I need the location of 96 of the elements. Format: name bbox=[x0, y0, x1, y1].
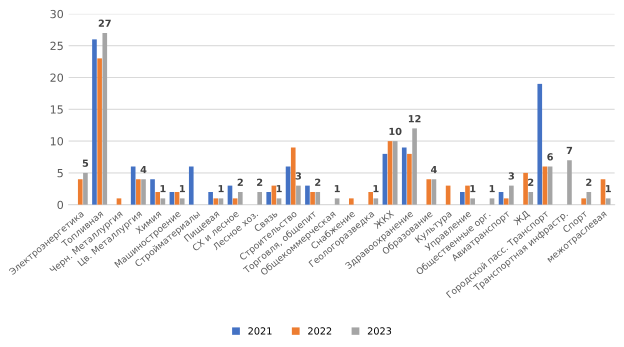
bar bbox=[272, 186, 276, 205]
bar bbox=[83, 172, 88, 205]
bar bbox=[388, 141, 392, 205]
bar bbox=[310, 192, 315, 205]
data-label: 4 bbox=[430, 166, 437, 174]
bar bbox=[188, 166, 194, 205]
bar bbox=[315, 192, 320, 205]
data-label: 2 bbox=[257, 178, 262, 186]
y-tick-label: 0 bbox=[57, 200, 64, 210]
legend-label: 2023 bbox=[368, 327, 392, 335]
bar bbox=[446, 186, 450, 205]
data-label: 27 bbox=[98, 20, 111, 27]
legend-label: 2021 bbox=[248, 327, 272, 335]
data-label: 3 bbox=[508, 172, 514, 180]
bar bbox=[542, 166, 548, 205]
data-label: 1 bbox=[218, 185, 224, 192]
bar bbox=[238, 192, 243, 205]
data-label: 10 bbox=[390, 128, 402, 136]
bar bbox=[382, 154, 388, 205]
bar bbox=[155, 192, 160, 205]
bar bbox=[150, 179, 155, 205]
bar bbox=[402, 147, 407, 205]
y-tick-label: 15 bbox=[50, 105, 63, 114]
legend-label: 2022 bbox=[308, 327, 332, 335]
data-label: 6 bbox=[547, 153, 553, 161]
bar bbox=[490, 198, 494, 205]
bar bbox=[334, 198, 340, 205]
y-tick-label: 30 bbox=[50, 10, 64, 18]
y-tick-label: 20 bbox=[50, 73, 64, 82]
bar bbox=[130, 166, 136, 205]
bar bbox=[97, 58, 102, 205]
data-label: 2 bbox=[586, 178, 592, 186]
bar bbox=[606, 198, 611, 205]
bar bbox=[528, 192, 534, 205]
data-label: 1 bbox=[334, 185, 340, 192]
bar bbox=[432, 179, 436, 205]
bar bbox=[290, 147, 296, 205]
data-label: 5 bbox=[82, 160, 88, 167]
bar bbox=[257, 192, 262, 205]
bar bbox=[537, 84, 542, 205]
bar bbox=[581, 198, 586, 205]
bar bbox=[368, 192, 374, 205]
bar bbox=[213, 198, 218, 205]
bar bbox=[426, 179, 432, 205]
data-label: 1 bbox=[160, 185, 166, 192]
bar bbox=[141, 179, 146, 205]
y-tick-label: 25 bbox=[50, 42, 63, 50]
data-label: 1 bbox=[374, 185, 379, 192]
bar bbox=[286, 166, 290, 205]
data-label: 1 bbox=[470, 185, 476, 192]
data-label: 12 bbox=[408, 114, 420, 122]
bar bbox=[170, 192, 174, 205]
y-tick-label: 5 bbox=[58, 169, 63, 178]
bar bbox=[374, 198, 378, 205]
data-label: 2 bbox=[528, 178, 534, 186]
bar bbox=[136, 179, 141, 205]
bar bbox=[218, 198, 224, 205]
bar bbox=[548, 166, 552, 205]
data-label: 1 bbox=[606, 185, 611, 192]
bar bbox=[266, 192, 272, 205]
bar bbox=[228, 186, 232, 205]
bar bbox=[600, 179, 606, 205]
data-label: 1 bbox=[490, 185, 495, 192]
bar bbox=[208, 192, 213, 205]
data-label: 1 bbox=[180, 185, 185, 192]
bar bbox=[78, 179, 83, 205]
bar bbox=[174, 192, 180, 205]
bar bbox=[504, 198, 509, 205]
bar bbox=[567, 160, 572, 205]
bar bbox=[348, 198, 354, 205]
bar bbox=[460, 192, 465, 205]
data-label: 4 bbox=[140, 166, 146, 174]
bar bbox=[392, 141, 398, 205]
data-label: 1 bbox=[276, 185, 282, 192]
bar bbox=[180, 198, 185, 205]
bar bbox=[102, 32, 108, 205]
data-label: 2 bbox=[238, 178, 243, 186]
data-label: 2 bbox=[315, 178, 320, 186]
bar bbox=[296, 186, 301, 205]
bar bbox=[116, 198, 122, 205]
bar bbox=[407, 154, 412, 205]
data-label: 3 bbox=[296, 172, 302, 180]
bar bbox=[498, 192, 504, 205]
bar bbox=[276, 198, 282, 205]
data-label: 7 bbox=[566, 146, 572, 154]
bar bbox=[305, 186, 310, 205]
bar bbox=[92, 39, 97, 205]
bar bbox=[470, 198, 475, 205]
bar bbox=[523, 172, 528, 205]
bar bbox=[232, 198, 238, 205]
bar bbox=[412, 128, 417, 205]
bar bbox=[465, 186, 470, 205]
y-tick-label: 10 bbox=[50, 137, 64, 146]
bar bbox=[160, 198, 166, 205]
bar bbox=[586, 192, 592, 205]
bar bbox=[509, 186, 514, 205]
